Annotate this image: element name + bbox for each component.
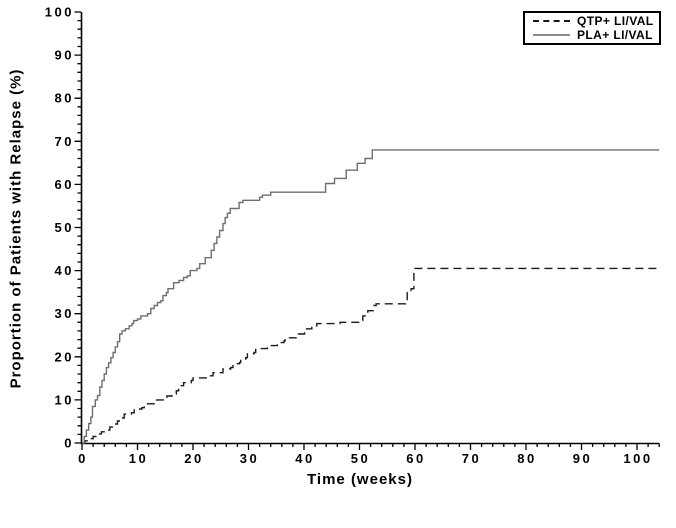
y-axis-title: Proportion of Patients with Relapse (%) bbox=[0, 10, 32, 446]
x-tick-label: 10 bbox=[129, 451, 148, 466]
x-tick-label: 30 bbox=[240, 451, 259, 466]
legend-label-qtp: QTP+ LI/VAL bbox=[577, 13, 654, 28]
y-tick-label: 60 bbox=[55, 177, 74, 192]
y-tick-label: 40 bbox=[55, 263, 74, 278]
legend-item-qtp: QTP+ LI/VAL bbox=[533, 13, 659, 28]
legend: QTP+ LI/VAL PLA+ LI/VAL bbox=[523, 11, 661, 45]
solid-line-sample-icon bbox=[533, 34, 570, 37]
y-tick-label: 80 bbox=[55, 91, 74, 106]
x-tick-label: 0 bbox=[78, 451, 88, 466]
y-tick-label: 30 bbox=[55, 306, 74, 321]
series-qtp-line bbox=[82, 267, 660, 444]
axis-ticks bbox=[74, 11, 660, 450]
y-tick-label: 90 bbox=[55, 48, 74, 63]
y-tick-label: 100 bbox=[45, 5, 74, 20]
x-tick-label: 40 bbox=[295, 451, 314, 466]
x-tick-label: 70 bbox=[462, 451, 481, 466]
series-pla-line bbox=[82, 149, 660, 444]
x-tick-label: 20 bbox=[184, 451, 203, 466]
axis-lines bbox=[80, 12, 660, 445]
y-tick-label: 0 bbox=[64, 436, 74, 451]
y-tick-label: 50 bbox=[55, 220, 74, 235]
legend-label-pla: PLA+ LI/VAL bbox=[577, 28, 653, 43]
x-axis-title: Time (weeks) bbox=[307, 471, 413, 488]
y-tick-label: 20 bbox=[55, 349, 74, 364]
y-tick-label: 70 bbox=[55, 134, 74, 149]
x-tick-label: 100 bbox=[623, 451, 652, 466]
y-tick-label: 10 bbox=[55, 392, 74, 407]
x-tick-label: 90 bbox=[573, 451, 592, 466]
x-tick-label: 50 bbox=[351, 451, 370, 466]
legend-item-pla: PLA+ LI/VAL bbox=[533, 28, 659, 43]
x-tick-label: 60 bbox=[406, 451, 425, 466]
dashed-line-sample-icon bbox=[533, 19, 570, 22]
y-axis-title-text: Proportion of Patients with Relapse (%) bbox=[7, 68, 25, 388]
x-tick-label: 80 bbox=[517, 451, 536, 466]
